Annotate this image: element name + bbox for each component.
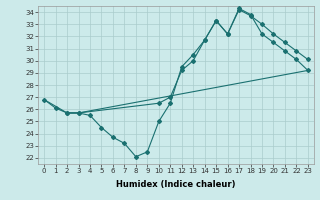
X-axis label: Humidex (Indice chaleur): Humidex (Indice chaleur) bbox=[116, 180, 236, 189]
